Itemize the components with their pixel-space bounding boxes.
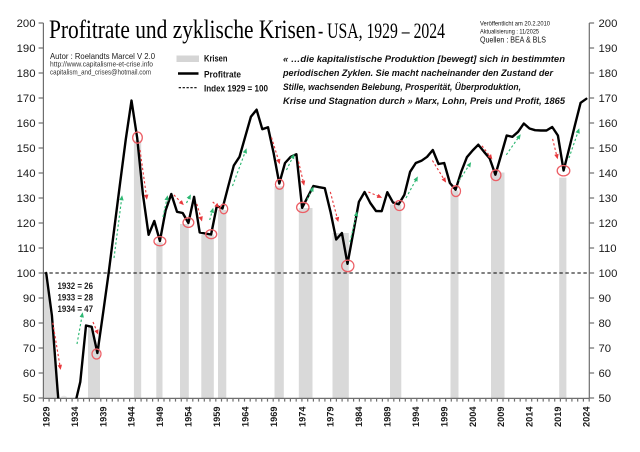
svg-text:120: 120 <box>17 218 36 230</box>
svg-text:160: 160 <box>599 118 618 130</box>
svg-text:2014: 2014 <box>525 406 535 427</box>
svg-text:60: 60 <box>23 368 36 380</box>
svg-text:Autor : Roelandts Marcel V 2.: Autor : Roelandts Marcel V 2.0 <box>50 51 155 61</box>
svg-text:150: 150 <box>599 143 618 155</box>
svg-text:130: 130 <box>17 193 36 205</box>
svg-text:Veröffentlicht am 20.2.2010: Veröffentlicht am 20.2.2010 <box>480 21 550 28</box>
svg-text:1984: 1984 <box>354 406 364 427</box>
svg-text:http://www.capitalisme-et-cris: http://www.capitalisme-et-crise.info <box>50 60 153 69</box>
svg-text:80: 80 <box>599 318 612 330</box>
svg-text:1999: 1999 <box>439 407 449 427</box>
svg-text:180: 180 <box>17 68 36 80</box>
svg-text:1929: 1929 <box>41 407 51 427</box>
svg-text:1932 = 26: 1932 = 26 <box>58 281 94 291</box>
svg-text:200: 200 <box>17 18 36 30</box>
svg-text:1949: 1949 <box>155 407 165 427</box>
svg-text:130: 130 <box>599 193 618 205</box>
svg-text:1954: 1954 <box>184 406 194 427</box>
svg-text:1964: 1964 <box>240 406 250 427</box>
svg-text:110: 110 <box>599 243 617 255</box>
svg-text:120: 120 <box>599 218 618 230</box>
svg-text:1939: 1939 <box>98 407 108 427</box>
svg-text:150: 150 <box>17 143 36 155</box>
svg-text:50: 50 <box>23 393 36 405</box>
svg-text:Aktualisierung : 11/2025: Aktualisierung : 11/2025 <box>480 29 539 36</box>
svg-text:1979: 1979 <box>326 407 336 427</box>
svg-text:Quellen : BEA & BLS: Quellen : BEA & BLS <box>480 35 546 45</box>
svg-text:1969: 1969 <box>269 407 279 427</box>
svg-text:Index 1929 = 100: Index 1929 = 100 <box>204 84 268 95</box>
svg-text:capitalism_and_crises@hotmail.: capitalism_and_crises@hotmail.com <box>50 68 151 77</box>
svg-text:70: 70 <box>23 343 36 355</box>
svg-text:100: 100 <box>599 268 618 280</box>
svg-text:200: 200 <box>599 18 618 30</box>
svg-text:Profitrate: Profitrate <box>204 70 241 81</box>
svg-text:1974: 1974 <box>297 406 307 427</box>
svg-text:190: 190 <box>17 43 36 55</box>
svg-text:Krisen: Krisen <box>204 54 228 65</box>
svg-text:2009: 2009 <box>496 407 506 427</box>
svg-text:2019: 2019 <box>553 407 563 427</box>
svg-text:1989: 1989 <box>383 407 393 427</box>
svg-text:160: 160 <box>17 118 36 130</box>
svg-text:90: 90 <box>599 293 612 305</box>
svg-text:periodischen Zyklen. Sie macht: periodischen Zyklen. Sie macht nacheinan… <box>282 68 554 79</box>
svg-text:60: 60 <box>599 368 612 380</box>
svg-text:70: 70 <box>599 343 612 355</box>
svg-text:180: 180 <box>599 68 618 80</box>
svg-text:110: 110 <box>17 243 35 255</box>
svg-text:1934: 1934 <box>70 406 80 427</box>
svg-text:170: 170 <box>17 93 36 105</box>
svg-text:Stille, wachsenden Belebung, P: Stille, wachsenden Belebung, Prosperität… <box>283 82 521 93</box>
svg-text:80: 80 <box>23 318 36 330</box>
svg-text:190: 190 <box>599 43 618 55</box>
svg-text:140: 140 <box>17 168 36 180</box>
svg-text:140: 140 <box>599 168 618 180</box>
svg-text:Profitrate und zyklische Krise: Profitrate und zyklische Krisen <box>49 15 316 44</box>
svg-text:1959: 1959 <box>212 407 222 427</box>
svg-text:90: 90 <box>23 293 36 305</box>
svg-text:170: 170 <box>599 93 618 105</box>
svg-text:100: 100 <box>17 268 36 280</box>
svg-text:2004: 2004 <box>468 406 478 427</box>
svg-text:Krise und Stagnation durch » M: Krise und Stagnation durch » Marx, Lohn,… <box>283 96 566 107</box>
svg-text:1933 = 28: 1933 = 28 <box>58 293 94 303</box>
svg-text:- USA, 1929 – 2024: - USA, 1929 – 2024 <box>318 18 445 43</box>
svg-text:1934 = 47: 1934 = 47 <box>58 304 94 314</box>
svg-text:50: 50 <box>599 393 612 405</box>
svg-text:« …die kapitalistische Produkt: « …die kapitalistische Produktion [beweg… <box>283 54 565 65</box>
svg-text:2024: 2024 <box>582 406 592 427</box>
svg-text:1944: 1944 <box>127 406 137 427</box>
svg-text:1994: 1994 <box>411 406 421 427</box>
